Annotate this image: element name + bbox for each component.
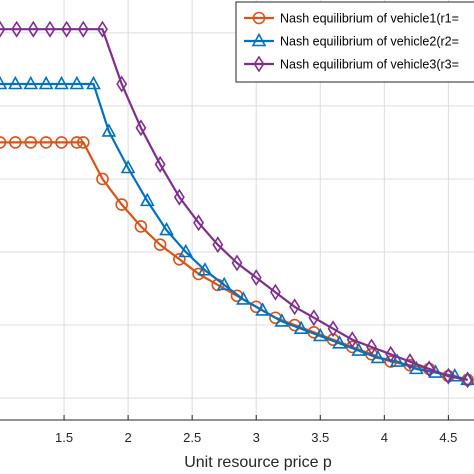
legend-entry-1: Nash equilibrium of vehicle1(r1=: [244, 12, 459, 26]
data-point: [370, 349, 386, 364]
data-point: [236, 291, 251, 305]
data-point: [61, 20, 73, 38]
data-point: [231, 254, 243, 272]
legend: Nash equilibrium of vehicle1(r1= Nash equ…: [235, 1, 474, 83]
data-point: [159, 221, 174, 236]
data-point: [39, 136, 53, 149]
data-point: [154, 155, 166, 173]
axes: 1.5 2 2.5 3 3.5 4 4.5: [0, 415, 474, 445]
data-point: [77, 20, 89, 38]
data-point: [23, 75, 39, 90]
data-point: [173, 188, 185, 206]
data-point: [0, 75, 8, 90]
data-point: [76, 136, 90, 149]
data-point: [54, 75, 69, 90]
data-point: [69, 75, 85, 90]
data-point: [70, 136, 84, 149]
data-point: [216, 276, 232, 291]
data-point: [366, 338, 377, 356]
data-point: [86, 75, 101, 90]
data-point: [327, 320, 339, 338]
data-point: [178, 243, 194, 258]
data-point: [44, 20, 56, 38]
data-point: [101, 123, 117, 137]
series-line: [0, 82, 468, 381]
data-point: [312, 327, 328, 342]
legend-label: Nash equilibrium of vehicle1(r1=: [280, 12, 459, 26]
data-point: [308, 309, 320, 327]
data-point: [274, 313, 290, 327]
data-point: [134, 220, 148, 233]
x-tick-label: 3.5: [311, 430, 329, 445]
data-point: [289, 298, 301, 316]
data-point: [351, 342, 367, 356]
data-point: [116, 75, 128, 93]
x-tick-label: 4: [381, 430, 388, 445]
series-group: [0, 20, 474, 389]
data-point: [346, 331, 358, 349]
data-point: [332, 335, 347, 349]
legend-entry-3: Nash equilibrium of vehicle3(r3=: [244, 55, 459, 73]
data-point: [462, 371, 474, 389]
data-point: [212, 236, 224, 254]
series-2: [0, 75, 474, 386]
data-point: [255, 302, 270, 316]
data-point: [0, 20, 6, 38]
data-point: [115, 198, 129, 211]
data-point: [135, 119, 147, 137]
data-point: [193, 214, 205, 232]
x-tick-label: 3: [253, 430, 260, 445]
data-point: [38, 75, 54, 90]
data-point: [423, 360, 435, 378]
data-point: [293, 320, 309, 334]
data-point: [8, 75, 23, 90]
data-point: [173, 253, 186, 266]
data-point: [404, 353, 416, 371]
data-point: [250, 269, 262, 287]
data-point: [409, 360, 424, 375]
x-tick-label: 2.5: [183, 430, 201, 445]
data-point: [153, 238, 167, 251]
data-point: [96, 172, 109, 186]
data-point: [120, 159, 136, 174]
data-point: [9, 136, 22, 149]
x-tick-label: 1.5: [55, 430, 73, 445]
legend-entry-2: Nash equilibrium of vehicle2(r2=: [244, 32, 459, 49]
legend-label: Nash equilibrium of vehicle2(r2=: [280, 35, 459, 49]
data-point: [97, 20, 108, 38]
x-axis-label: Unit resource price p: [184, 454, 332, 471]
data-point: [251, 32, 267, 47]
data-point: [389, 353, 405, 367]
data-point: [269, 283, 281, 301]
series-3: [0, 20, 474, 389]
data-point: [192, 267, 205, 281]
legend-label: Nash equilibrium of vehicle3(r3=: [280, 58, 459, 72]
data-point: [385, 345, 397, 363]
legend-box: [235, 1, 474, 83]
data-point: [11, 20, 23, 38]
x-tick-label: 4.5: [439, 430, 457, 445]
data-point: [0, 136, 7, 149]
x-tick-label: 2: [124, 430, 131, 445]
data-point: [139, 192, 155, 207]
data-point: [197, 262, 213, 276]
data-point: [55, 136, 68, 149]
data-point: [27, 20, 39, 38]
data-point: [253, 55, 265, 73]
data-point: [24, 136, 38, 149]
data-point: [252, 11, 266, 25]
data-point: [442, 367, 454, 385]
